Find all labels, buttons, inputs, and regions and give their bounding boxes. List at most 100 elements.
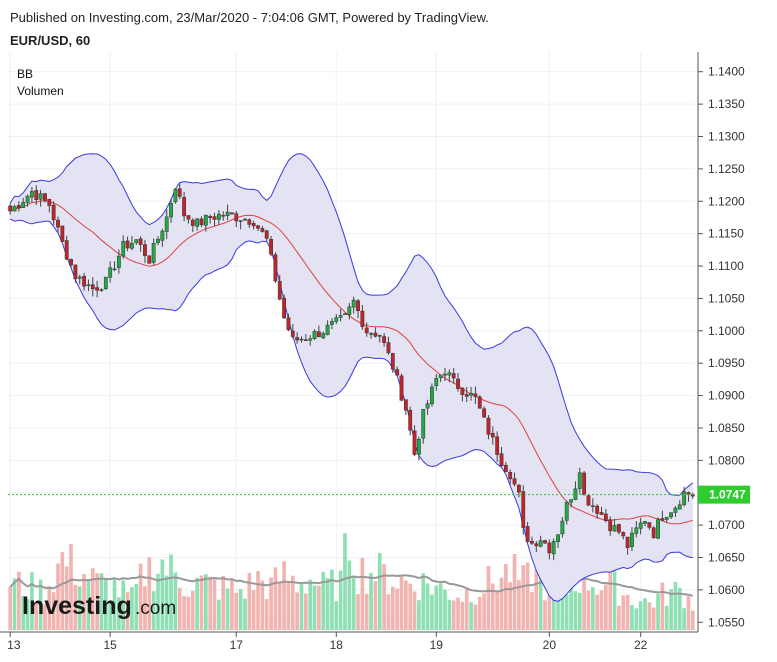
candle [590,498,595,513]
volume-bar [273,567,278,630]
volume-bar [404,580,408,630]
candle-body [530,541,534,544]
candle-body [112,268,117,271]
candle [225,204,230,221]
candle-body [473,393,478,397]
candle [569,499,573,508]
candle-body [651,527,656,539]
volume-bar [330,569,334,630]
volume-bar [564,594,569,630]
candle-body [264,230,269,239]
volume-bar [208,576,213,630]
candle-body [286,317,291,331]
volume-bar [469,602,473,630]
volume-bar [625,594,630,630]
candle-body [538,540,543,547]
volume-bar [130,587,134,630]
candle [195,218,200,231]
volume-bar [299,584,304,630]
candle [525,521,530,543]
volume-bar [217,599,221,630]
candle [8,203,13,215]
y-tick-label: 1.1050 [708,291,745,305]
candle [599,506,604,515]
candle-body [330,321,334,325]
candle [656,517,660,540]
volume-bar [108,600,113,630]
candle-body [260,228,265,232]
volume-bar [482,593,486,630]
volume-bar [408,583,413,630]
volume-bar [643,598,647,630]
y-tick-label: 1.1000 [708,324,745,338]
candle-body [577,472,582,489]
volume-bar [169,554,173,630]
x-tick-label: 19 [430,638,444,652]
candle [395,366,400,376]
volume-bar [164,575,169,630]
volume-bar [234,592,239,630]
candle-body [599,512,604,515]
volume-bar [612,571,617,630]
volume-bar [238,588,243,630]
candle [360,304,365,330]
candle [108,261,113,283]
volume-bar [308,579,313,630]
candle-body [373,332,378,337]
candle [338,308,343,322]
candle-body [630,532,634,547]
volume-bar [190,590,195,630]
volume-bar [38,579,43,630]
volume-bar [312,585,317,630]
candle [164,209,169,240]
candle [508,469,513,485]
candle [251,220,256,230]
candle [321,331,326,340]
candle [160,228,165,247]
x-tick-label: 22 [634,638,648,652]
candle [382,332,387,347]
candle [551,538,556,561]
volume-bar [560,583,565,630]
candle-body [569,499,573,503]
volume-bar [60,551,65,630]
volume-bar [443,589,447,630]
candle-body [69,259,73,266]
volume-bar [151,591,156,630]
volume-bar [608,571,613,630]
volume-bar [77,586,82,630]
candle-body [543,540,547,544]
candle [25,194,30,207]
candle [299,336,304,343]
candle-body [608,519,613,532]
volume-bar [251,590,256,630]
volume-bar [51,592,56,630]
candle [538,535,543,548]
candle [295,332,300,344]
candle [77,274,82,285]
x-tick-label: 15 [104,638,118,652]
candle [38,189,43,207]
candle-body [512,478,517,485]
volume-bar [82,573,86,630]
candle-body [47,198,52,206]
candle [30,186,34,203]
candle-body [595,505,600,514]
volume-bar [456,597,460,630]
candle-body [551,541,556,555]
candle-body [316,331,321,337]
volume-bar [56,563,60,630]
candle-body [516,484,521,493]
legend-volume: Volumen [17,84,64,98]
candle-body [73,264,78,280]
volume-bar [199,575,204,630]
publish-info: Published on Investing.com, 23/Mar/2020 … [10,10,489,25]
y-tick-label: 1.1300 [708,129,745,143]
volume-bar [156,573,160,630]
candle [51,201,56,226]
candle [490,426,495,445]
grid [8,52,695,632]
candle [486,415,491,440]
volume-bar [160,559,165,630]
candle [443,367,447,381]
